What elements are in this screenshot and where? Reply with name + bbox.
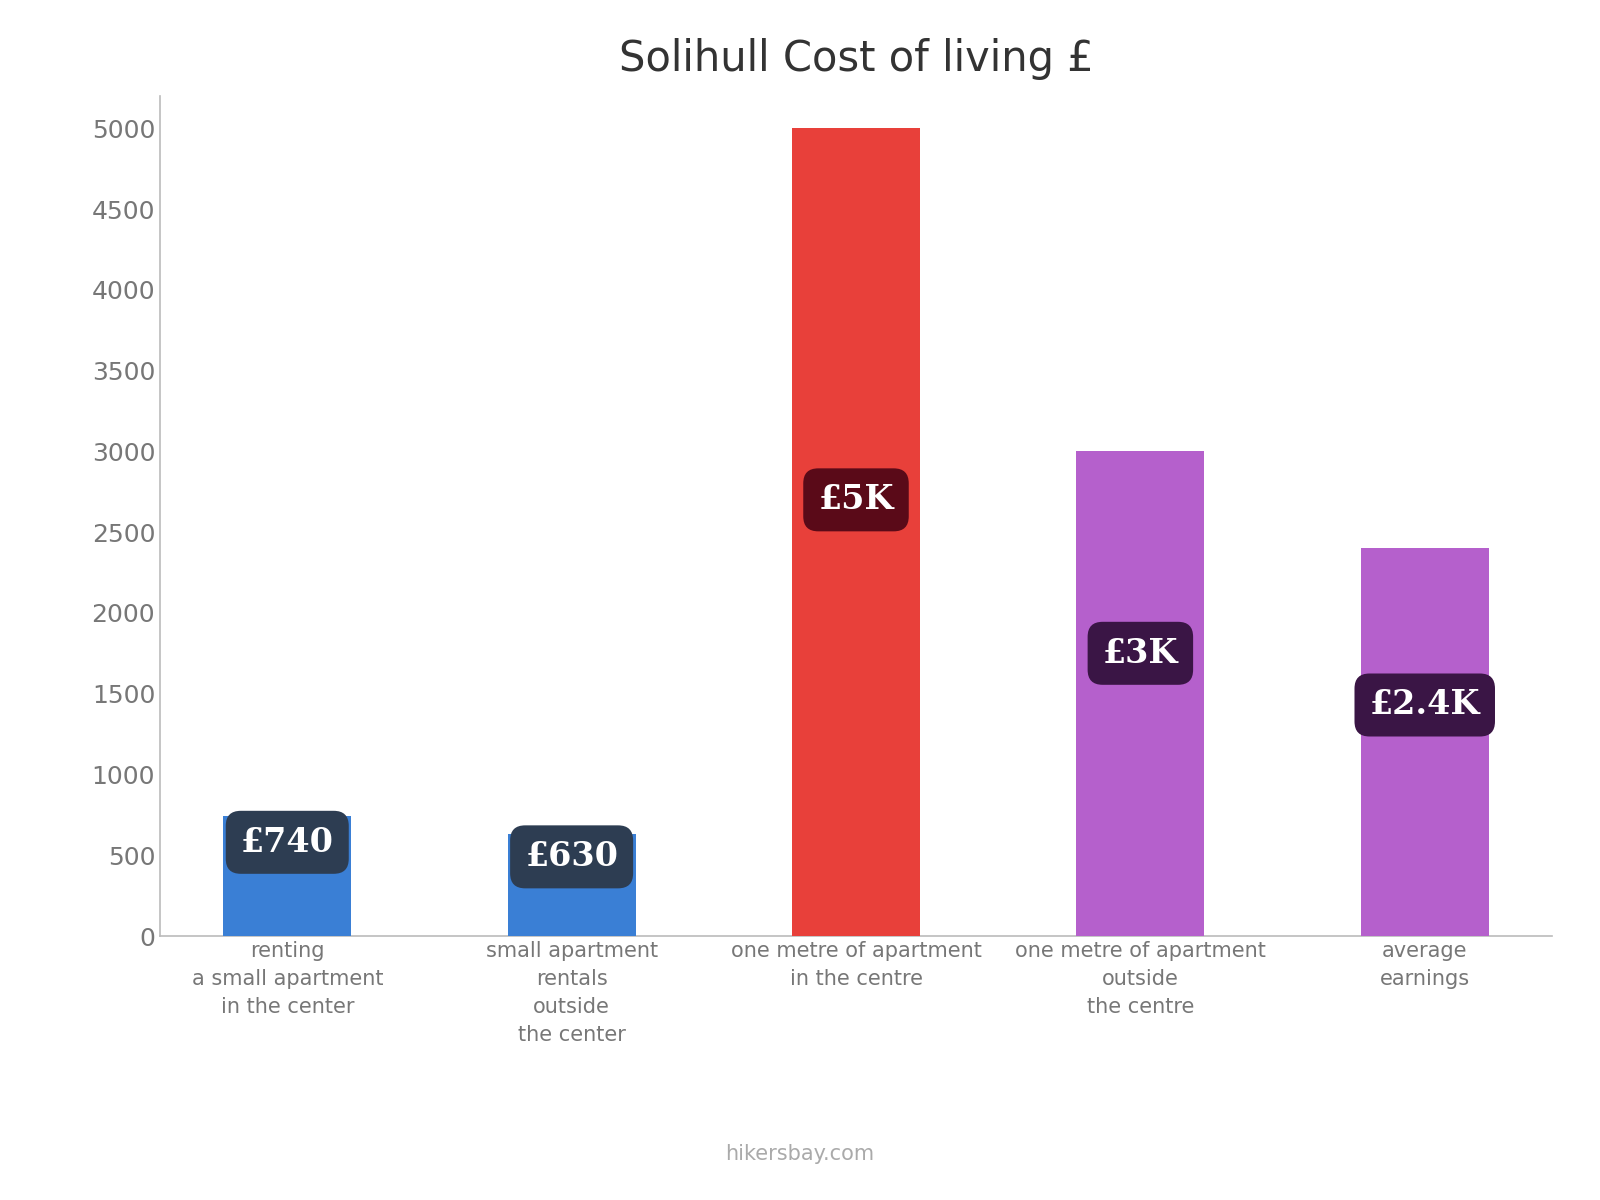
Title: Solihull Cost of living £: Solihull Cost of living £: [619, 38, 1093, 80]
Text: £2.4K: £2.4K: [1370, 689, 1480, 721]
Bar: [792, 128, 920, 936]
Text: £3K: £3K: [1102, 637, 1178, 670]
Text: £630: £630: [525, 840, 618, 874]
Text: £740: £740: [240, 826, 334, 859]
Bar: [507, 834, 635, 936]
Text: hikersbay.com: hikersbay.com: [725, 1144, 875, 1164]
Bar: [224, 816, 352, 936]
Bar: [1077, 451, 1205, 936]
Bar: [1360, 548, 1488, 936]
Text: £5K: £5K: [818, 484, 894, 516]
